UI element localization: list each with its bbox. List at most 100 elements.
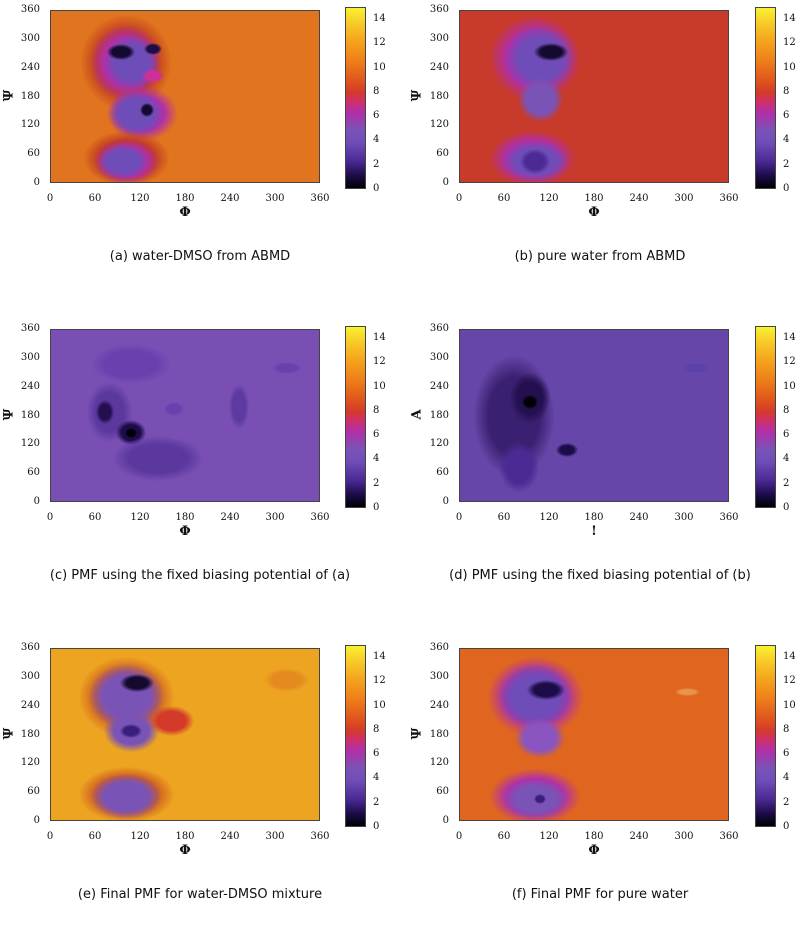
- colorbar-tick-label: 0: [373, 183, 380, 194]
- colorbar-tick-label: 14: [783, 651, 796, 663]
- colorbar-tick-label: 10: [783, 61, 796, 73]
- heatmap-plot-area: [50, 10, 320, 183]
- x-tick-label: 360: [310, 831, 330, 842]
- x-axis-title: Φ: [179, 843, 191, 858]
- y-tick-label: 120: [429, 438, 449, 450]
- heatmap-plot-area: [459, 329, 729, 502]
- x-tick-label: 300: [674, 193, 694, 204]
- y-tick-label: 300: [429, 351, 449, 363]
- y-tick-label: 240: [429, 699, 449, 711]
- subfigure-a: 360 300 240 180 120 60 0 0 60 120 180 240 300 360 Φ Ψ 14…: [0, 0, 400, 305]
- colorbar-tick-label: 12: [783, 675, 796, 687]
- heatmap-plot-area: [50, 329, 320, 502]
- y-tick-label: 360: [429, 4, 449, 15]
- heatmap-region: [228, 384, 249, 430]
- colorbar-tick-label: 12: [783, 356, 796, 368]
- colorbar-tick-label: 6: [783, 110, 790, 122]
- y-tick-label: 300: [20, 670, 40, 682]
- x-tick-label: 240: [629, 512, 649, 523]
- x-tick-label: 0: [455, 193, 463, 204]
- colorbar-tick-label: 4: [783, 772, 790, 784]
- colorbar-tick-label: 0: [373, 502, 380, 513]
- x-tick-label: 0: [455, 831, 463, 842]
- x-tick-label: 240: [220, 193, 240, 204]
- colorbar: [755, 7, 776, 189]
- heatmap-region: [91, 344, 172, 385]
- colorbar-tick-label: 4: [373, 134, 380, 146]
- x-tick-label: 360: [719, 512, 739, 523]
- colorbar-tick-label: 12: [373, 675, 386, 687]
- y-tick-label: 240: [20, 380, 40, 392]
- colorbar-tick-label: 2: [783, 158, 790, 170]
- y-tick-label: 360: [20, 323, 40, 334]
- subfigure-caption: (b) pure water from ABMD: [514, 249, 686, 264]
- x-tick-label: 120: [539, 193, 559, 204]
- colorbar: [345, 7, 366, 189]
- subfigure-b: 360 300 240 180 120 60 0 0 60 120 180 240 300 360 Φ Ψ 14…: [400, 0, 800, 305]
- x-tick-label: 180: [175, 512, 195, 523]
- y-tick-label: 240: [429, 380, 449, 392]
- heatmap-region: [534, 43, 569, 62]
- y-tick-label: 0: [33, 496, 40, 507]
- x-tick-label: 60: [497, 831, 511, 842]
- colorbar-tick-label: 0: [373, 821, 380, 832]
- colorbar-tick-label: 2: [373, 158, 380, 170]
- heatmap-region: [264, 667, 310, 692]
- colorbar-tick-label: 10: [783, 699, 796, 711]
- colorbar-tick-label: 2: [783, 477, 790, 489]
- heatmap-region: [556, 442, 579, 457]
- y-axis-title: Ψ: [1, 408, 17, 421]
- colorbar-tick-label: 8: [373, 404, 380, 416]
- colorbar: [345, 645, 366, 827]
- colorbar-tick-label: 10: [373, 61, 386, 73]
- y-tick-label: 300: [20, 351, 40, 363]
- y-axis-title: Ψ: [409, 89, 425, 102]
- x-tick-label: 180: [175, 831, 195, 842]
- x-axis-title: Φ: [179, 524, 191, 539]
- x-tick-label: 240: [220, 512, 240, 523]
- x-tick-label: 360: [310, 512, 330, 523]
- y-tick-label: 0: [442, 177, 449, 188]
- x-tick-label: 0: [46, 831, 54, 842]
- heatmap-region: [149, 705, 195, 736]
- colorbar-tick-label: 2: [783, 796, 790, 808]
- y-tick-label: 60: [27, 467, 40, 479]
- x-tick-label: 60: [88, 193, 102, 204]
- subfigure-e: 360 300 240 180 120 60 0 0 60 120 180 240 300 360 Φ Ψ 14…: [0, 638, 400, 943]
- subfigure-d: 360 300 240 180 120 60 0 0 60 120 180 240 300 360! A 14…: [400, 319, 800, 624]
- y-tick-label: 60: [436, 786, 449, 798]
- y-tick-label: 180: [20, 728, 40, 740]
- x-axis-title: !: [591, 524, 597, 539]
- x-tick-label: 60: [88, 831, 102, 842]
- heatmap-region: [521, 394, 538, 409]
- colorbar-tick-label: 14: [373, 332, 386, 344]
- subfigure-caption: (e) Final PMF for water-DMSO mixture: [77, 887, 323, 902]
- heatmap-region: [98, 143, 149, 179]
- y-tick-label: 0: [442, 496, 449, 507]
- y-tick-label: 180: [429, 728, 449, 740]
- heatmap-region: [95, 400, 114, 425]
- y-axis-title: Ψ: [1, 89, 17, 102]
- x-tick-label: 120: [539, 512, 559, 523]
- colorbar-tick-label: 0: [783, 821, 790, 832]
- y-axis-title: Ψ: [409, 727, 425, 740]
- heatmap-region: [106, 44, 135, 61]
- x-tick-label: 300: [674, 512, 694, 523]
- y-tick-label: 180: [20, 409, 40, 421]
- x-tick-label: 360: [719, 193, 739, 204]
- x-tick-label: 120: [130, 193, 150, 204]
- x-tick-label: 300: [265, 831, 285, 842]
- colorbar-tick-label: 10: [783, 380, 796, 392]
- y-tick-label: 120: [20, 119, 40, 131]
- heatmap-region: [520, 148, 551, 174]
- x-tick-label: 360: [719, 831, 739, 842]
- colorbar-tick-label: 12: [373, 356, 386, 368]
- x-tick-label: 0: [46, 193, 54, 204]
- heatmap-plot-area: [459, 648, 729, 821]
- colorbar-tick-label: 12: [373, 37, 386, 49]
- colorbar: [755, 645, 776, 827]
- subfigure-caption: (c) PMF using the fixed biasing potentia…: [49, 568, 351, 583]
- colorbar-tick-label: 14: [373, 13, 386, 25]
- colorbar-tick-label: 6: [373, 748, 380, 760]
- x-tick-label: 0: [46, 512, 54, 523]
